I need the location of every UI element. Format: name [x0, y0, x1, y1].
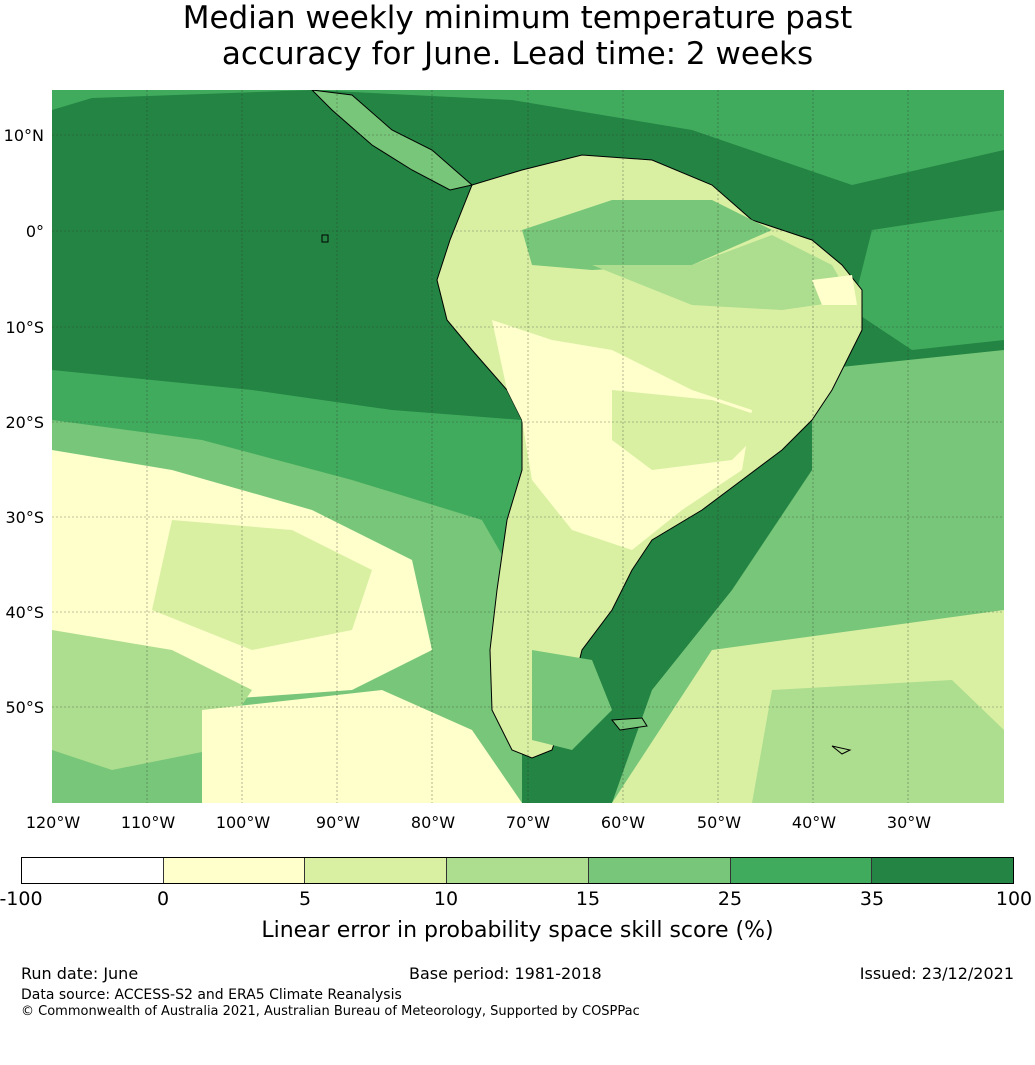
northern-band: [52, 90, 1004, 185]
colorbar-segment: [871, 858, 1014, 883]
colorbar-tick: 0: [156, 888, 170, 910]
brazil-central: [612, 390, 772, 470]
title-line-1: Median weekly minimum temperature past: [182, 0, 853, 36]
lat-label-10n: 10°N: [3, 126, 44, 145]
title-line-2: accuracy for June. Lead time: 2 weeks: [221, 36, 814, 72]
colorbar-tick: 15: [575, 888, 601, 910]
south-georgia-island: [831, 745, 852, 755]
colorbar-segment: [304, 858, 447, 883]
lon-label-120w: 120°W: [25, 813, 81, 832]
copyright: © Commonwealth of Australia 2021, Austra…: [21, 1004, 640, 1019]
colorbar-tick: 25: [717, 888, 743, 910]
colorbar-segment: [729, 858, 872, 883]
map-canvas: [52, 90, 1004, 803]
colorbar-label: Linear error in probability space skill …: [261, 918, 774, 943]
lat-label-30s: 30°S: [5, 508, 44, 527]
central-america-land: [311, 90, 474, 191]
colorbar-tick: 100: [995, 888, 1033, 910]
south-pacific-patch: [152, 520, 372, 650]
skill-score-map: [52, 90, 1004, 803]
amazon-basin: [592, 235, 852, 310]
colorbar-tick: -100: [0, 888, 43, 910]
colorbar-tick: 35: [859, 888, 885, 910]
colorbar-tick: 5: [298, 888, 312, 910]
colorbar: [21, 857, 1014, 884]
lon-label-80w: 80°W: [410, 813, 456, 832]
lon-label-40w: 40°W: [791, 813, 837, 832]
colorbar-segment: [587, 858, 730, 883]
colorbar-segment: [22, 858, 163, 883]
lat-label-50s: 50°S: [5, 698, 44, 717]
base-period: Base period: 1981-2018: [409, 964, 602, 983]
graticule: [52, 90, 1004, 803]
colorbar-segment: [162, 858, 305, 883]
lon-label-50w: 50°W: [696, 813, 742, 832]
colorbar-tick: 10: [433, 888, 459, 910]
lat-label-40s: 40°S: [5, 603, 44, 622]
lat-label-20s: 20°S: [5, 413, 44, 432]
lon-label-100w: 100°W: [215, 813, 271, 832]
amazon-north: [522, 200, 772, 270]
lat-label-0: 0°: [25, 222, 44, 241]
falkland-islands: [611, 717, 648, 731]
map-title: Median weekly minimum temperature past a…: [0, 0, 1035, 72]
lon-label-110w: 110°W: [120, 813, 176, 832]
northeast-brazil-low: [812, 275, 857, 305]
lat-label-10s: 10°S: [5, 318, 44, 337]
data-source: Data source: ACCESS-S2 and ERA5 Climate …: [21, 987, 402, 1003]
patagonia-moderate: [532, 650, 612, 750]
lon-label-60w: 60°W: [600, 813, 646, 832]
issued-date: Issued: 23/12/2021: [859, 964, 1014, 983]
run-date: Run date: June: [21, 964, 139, 983]
south-atlantic-patch: [752, 680, 1004, 803]
lon-label-30w: 30°W: [886, 813, 932, 832]
lon-label-70w: 70°W: [505, 813, 551, 832]
equatorial-atlantic: [852, 210, 1004, 350]
galapagos-islands: [321, 234, 329, 243]
southern-low-skill: [202, 690, 522, 803]
lon-label-90w: 90°W: [315, 813, 361, 832]
colorbar-segment: [446, 858, 588, 883]
